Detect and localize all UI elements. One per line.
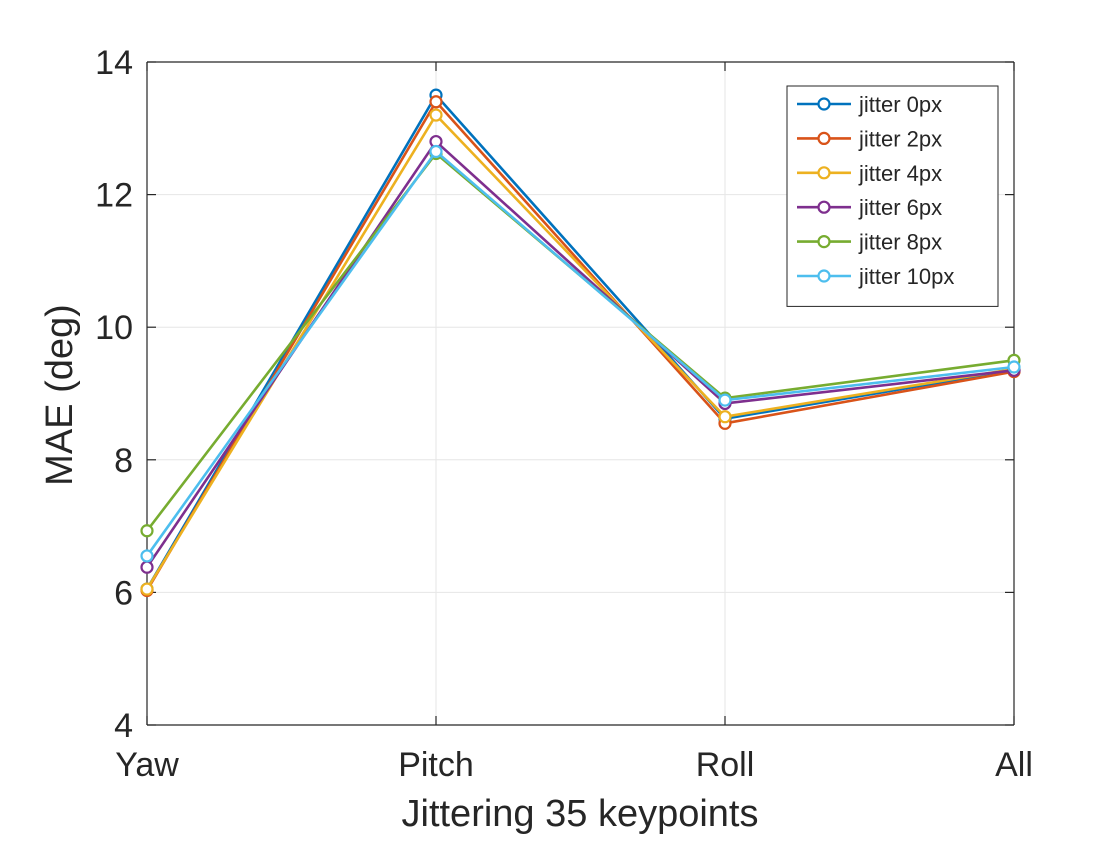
legend-swatch-marker xyxy=(817,235,831,249)
legend-item[interactable]: jitter 0px xyxy=(797,92,942,117)
x-axis-title: Jittering 35 keypoints xyxy=(402,793,759,835)
legend-label: jitter 6px xyxy=(858,195,942,220)
legend-label: jitter 8px xyxy=(858,230,942,255)
legend-item[interactable]: jitter 10px xyxy=(797,264,954,289)
y-tick-label: 4 xyxy=(114,707,133,745)
y-tick-label: 12 xyxy=(95,177,133,215)
legend[interactable]: jitter 0px jitter 2px jitter 4px jitter 6px… xyxy=(786,85,999,307)
y-tick-label: 10 xyxy=(95,309,133,347)
data-point xyxy=(718,410,732,424)
data-point xyxy=(718,393,732,407)
legend-item[interactable]: jitter 8px xyxy=(797,230,942,255)
y-axis-title: MAE (deg) xyxy=(39,304,81,486)
y-tick-label: 8 xyxy=(114,442,133,480)
data-point xyxy=(140,549,154,563)
y-tick-label: 14 xyxy=(95,44,133,82)
series-layer xyxy=(140,88,1021,598)
series-line xyxy=(145,150,1015,557)
legend-swatch-marker xyxy=(817,131,831,145)
legend-label: jitter 4px xyxy=(858,161,942,186)
legend-swatch-marker xyxy=(817,166,831,180)
x-tick-label: Yaw xyxy=(115,746,179,784)
data-point xyxy=(1007,360,1021,374)
y-tick-label: 6 xyxy=(114,574,133,612)
data-point xyxy=(429,144,443,159)
x-tick-label: Roll xyxy=(696,746,755,784)
x-tick-label: Pitch xyxy=(398,746,474,784)
legend-swatch-marker xyxy=(817,97,831,111)
data-point xyxy=(140,560,154,574)
legend-item[interactable]: jitter 2px xyxy=(797,126,942,151)
legend-label: jitter 2px xyxy=(858,126,942,151)
x-tick-label: All xyxy=(995,746,1033,784)
data-point xyxy=(140,524,154,538)
axes: 4 6 8 10 12 14 Yaw Pitch Roll All xyxy=(95,44,1033,784)
legend-item[interactable]: jitter 4px xyxy=(797,161,942,186)
data-point xyxy=(429,95,443,109)
series-line xyxy=(145,100,1015,592)
legend-item[interactable]: jitter 6px xyxy=(797,195,942,220)
legend-swatch-marker xyxy=(817,200,831,214)
legend-swatch-marker xyxy=(817,269,831,283)
legend-label: jitter 0px xyxy=(858,92,942,117)
data-point xyxy=(140,582,154,596)
series-5 xyxy=(140,144,1021,563)
data-point xyxy=(429,108,443,122)
legend-label: jitter 10px xyxy=(858,264,954,289)
